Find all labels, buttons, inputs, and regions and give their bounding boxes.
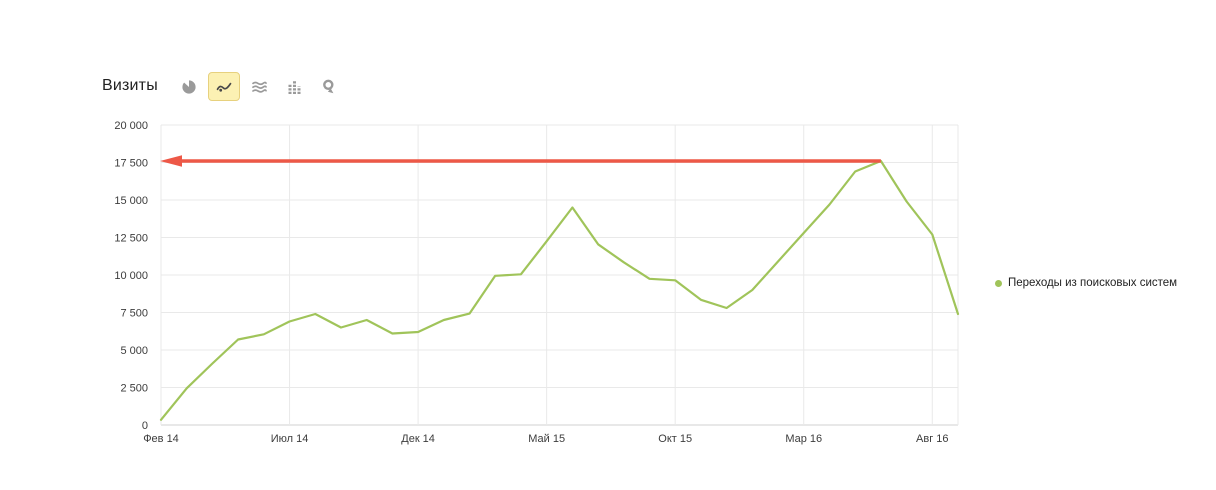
chart-type-map-button[interactable] (313, 72, 345, 101)
x-tick-label: Май 15 (528, 433, 565, 445)
x-tick-label: Окт 15 (658, 433, 692, 445)
y-tick-label: 7 500 (120, 308, 148, 320)
x-tick-label: Июл 14 (271, 433, 309, 445)
widget-title: Визиты (102, 77, 158, 94)
chart-type-pie-button[interactable] (173, 72, 205, 101)
annotation-arrowhead-icon (160, 155, 182, 167)
stacked-area-icon (251, 79, 268, 95)
y-tick-label: 5 000 (120, 345, 148, 357)
pie-chart-icon (181, 79, 197, 95)
y-tick-label: 17 500 (114, 158, 148, 170)
x-tick-label: Фев 14 (143, 433, 179, 445)
map-pin-icon (321, 78, 337, 95)
x-tick-label: Авг 16 (916, 433, 948, 445)
line-chart-icon (215, 79, 233, 95)
y-tick-label: 0 (142, 420, 148, 432)
x-tick-label: Дек 14 (401, 433, 435, 445)
y-tick-label: 2 500 (120, 383, 148, 395)
legend-series-dot (995, 279, 1002, 287)
chart-type-columns-button[interactable] (278, 72, 310, 101)
chart-type-line-button[interactable] (208, 72, 240, 101)
y-tick-label: 12 500 (114, 233, 148, 245)
legend-series-label: Переходы из поисковых систем (1008, 277, 1178, 289)
y-tick-label: 15 000 (114, 195, 148, 207)
y-tick-label: 20 000 (114, 120, 148, 132)
chart-type-stacked-button[interactable] (243, 72, 275, 101)
chart-type-toolbar (173, 72, 345, 101)
series-line-search-traffic (159, 159, 960, 421)
columns-chart-icon (286, 79, 303, 95)
legend-item-search-traffic[interactable]: Переходы из поисковых систем (995, 277, 1177, 289)
x-tick-label: Мар 16 (785, 433, 822, 445)
visits-line-chart[interactable]: 0 2 500 5 000 7 500 10 000 12 500 15 000 17 500… (95, 115, 975, 455)
y-tick-label: 10 000 (114, 270, 148, 282)
